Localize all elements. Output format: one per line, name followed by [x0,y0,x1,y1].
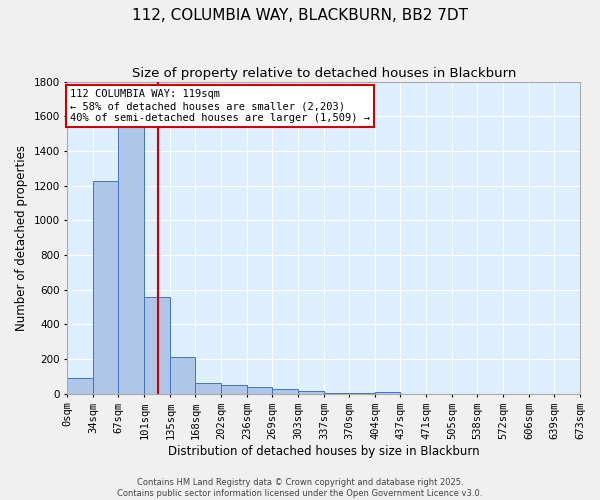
Bar [375,392,400,394]
Title: Size of property relative to detached houses in Blackburn: Size of property relative to detached ho… [131,68,516,80]
Text: 112, COLUMBIA WAY, BLACKBURN, BB2 7DT: 112, COLUMBIA WAY, BLACKBURN, BB2 7DT [132,8,468,22]
Bar [118,99,145,394]
Bar [145,296,170,394]
Bar [324,393,349,394]
Bar [272,389,298,394]
X-axis label: Distribution of detached houses by size in Blackburn: Distribution of detached houses by size … [168,444,479,458]
Bar [94,180,118,394]
Bar [67,378,94,394]
Y-axis label: Number of detached properties: Number of detached properties [15,144,28,330]
Bar [298,391,324,394]
Text: Contains HM Land Registry data © Crown copyright and database right 2025.
Contai: Contains HM Land Registry data © Crown c… [118,478,482,498]
Bar [349,393,375,394]
Text: 112 COLUMBIA WAY: 119sqm
← 58% of detached houses are smaller (2,203)
40% of sem: 112 COLUMBIA WAY: 119sqm ← 58% of detach… [70,90,370,122]
Bar [221,385,247,394]
Bar [247,387,272,394]
Bar [196,382,221,394]
Bar [170,358,196,394]
